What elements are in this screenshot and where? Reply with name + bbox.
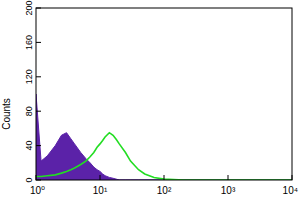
x-tick <box>228 175 229 180</box>
x-tick <box>100 175 101 180</box>
y-tick <box>36 8 41 9</box>
x-tick <box>292 175 293 180</box>
x-tick <box>164 175 165 180</box>
y-tick-label: 120 <box>24 69 34 84</box>
y-axis-label: Counts <box>1 98 12 130</box>
histogram-area <box>36 94 292 180</box>
x-tick-label: 10⁰ <box>30 185 45 196</box>
x-tick-label: 10⁴ <box>283 185 298 196</box>
y-tick <box>36 111 41 112</box>
y-tick-label: 200 <box>24 0 34 15</box>
y-tick <box>36 145 41 146</box>
plot-frame <box>36 8 292 180</box>
x-tick <box>36 175 37 180</box>
y-tick <box>36 42 41 43</box>
x-tick-label: 10³ <box>221 185 236 196</box>
histogram-line <box>36 133 292 180</box>
y-tick <box>36 180 41 181</box>
y-tick <box>36 76 41 77</box>
chart: 10⁰ 10¹ 10² 10³ 10⁴ 0 40 80 120 160 200 Counts <box>0 0 300 200</box>
y-tick-label: 40 <box>24 141 34 151</box>
y-tick-label: 80 <box>24 106 34 116</box>
plot-data <box>36 94 292 180</box>
y-tick-label: 160 <box>24 35 34 50</box>
x-tick-label: 10¹ <box>93 185 108 196</box>
x-tick-label: 10² <box>157 185 172 196</box>
y-tick-label: 0 <box>24 177 34 182</box>
